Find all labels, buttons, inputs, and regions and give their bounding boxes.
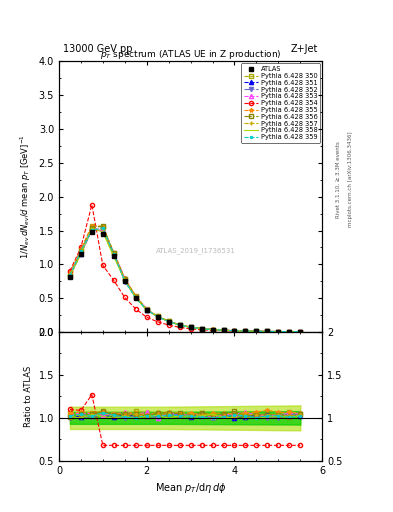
- Text: 13000 GeV pp: 13000 GeV pp: [63, 44, 132, 54]
- Y-axis label: $1/N_{ev}\,dN_{ev}/d$ mean $p_T$ [GeV]$^{-1}$: $1/N_{ev}\,dN_{ev}/d$ mean $p_T$ [GeV]$^…: [18, 134, 33, 259]
- Legend: ATLAS, Pythia 6.428 350, Pythia 6.428 351, Pythia 6.428 352, Pythia 6.428 353, P: ATLAS, Pythia 6.428 350, Pythia 6.428 35…: [241, 63, 320, 143]
- Text: Z+Jet: Z+Jet: [291, 44, 318, 54]
- Text: mcplots.cern.ch [arXiv:1306.3436]: mcplots.cern.ch [arXiv:1306.3436]: [348, 132, 353, 227]
- Text: ATLAS_2019_I1736531: ATLAS_2019_I1736531: [156, 247, 236, 254]
- X-axis label: Mean $p_T$/d$\eta\,d\phi$: Mean $p_T$/d$\eta\,d\phi$: [155, 481, 226, 495]
- Title: $p_T$ spectrum (ATLAS UE in Z production): $p_T$ spectrum (ATLAS UE in Z production…: [100, 49, 281, 61]
- Y-axis label: Ratio to ATLAS: Ratio to ATLAS: [24, 366, 33, 427]
- Text: Rivet 3.1.10, ≥ 3.3M events: Rivet 3.1.10, ≥ 3.3M events: [336, 141, 341, 218]
